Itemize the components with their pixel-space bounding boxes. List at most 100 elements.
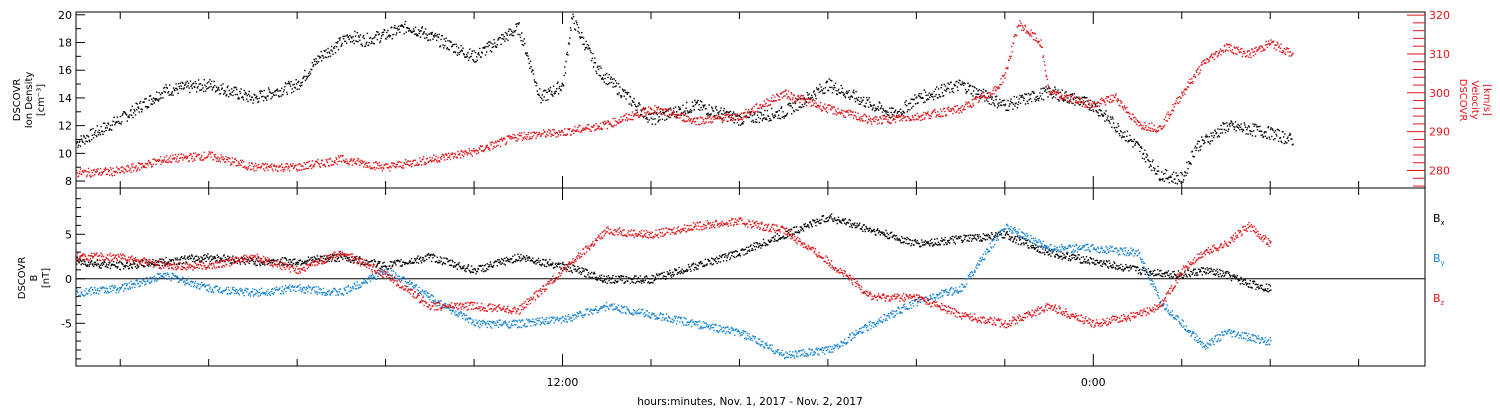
bx-point [136, 264, 138, 267]
bx-point [462, 267, 465, 269]
density-point [1144, 161, 1147, 163]
density-point [911, 107, 913, 109]
density-point [988, 103, 990, 105]
velocity-point [486, 146, 488, 149]
plasma-panel-frame [75, 11, 1426, 189]
velocity-point [606, 121, 608, 124]
velocity-point [145, 167, 147, 169]
bx-point [586, 269, 588, 271]
density-point [84, 143, 86, 145]
velocity-point [947, 106, 950, 108]
density-point [1233, 128, 1235, 130]
bx-point [427, 253, 430, 255]
density-point [332, 53, 334, 55]
velocity-point [1016, 34, 1018, 37]
bx-point [185, 261, 187, 263]
density-point [1127, 141, 1129, 143]
velocity-point [304, 163, 307, 165]
density-point [749, 111, 751, 114]
density-point [989, 96, 992, 98]
velocity-point [526, 138, 528, 141]
velocity-point [302, 165, 304, 168]
velocity-point [1220, 54, 1222, 56]
bx-point [187, 256, 189, 258]
velocity-point [499, 138, 501, 141]
bx-point [497, 259, 499, 261]
density-point [686, 101, 688, 104]
velocity-point [136, 168, 138, 171]
density-point [761, 119, 764, 122]
bx-point [670, 276, 673, 279]
velocity-point [774, 96, 776, 98]
density-point [274, 91, 276, 93]
density-point [96, 125, 98, 127]
velocity-point [168, 157, 170, 159]
density-point [1078, 104, 1080, 106]
bx-point [264, 264, 266, 266]
velocity-point [95, 171, 97, 173]
velocity-point [1159, 125, 1162, 128]
density-point [92, 127, 94, 130]
density-point [1252, 123, 1254, 125]
bx-point [537, 257, 540, 260]
velocity-point [614, 117, 616, 120]
density-point [517, 33, 519, 36]
density-point [1196, 147, 1198, 149]
velocity-point [638, 116, 640, 119]
bx-point [161, 264, 163, 267]
density-point [157, 100, 160, 102]
velocity-point [941, 110, 943, 113]
velocity-point [937, 115, 940, 117]
density-point [431, 33, 433, 35]
bx-point [396, 260, 398, 262]
velocity-point [250, 168, 252, 171]
density-point [1182, 181, 1184, 183]
velocity-point [1154, 128, 1156, 131]
density-point [732, 113, 734, 115]
density-point [1176, 175, 1178, 177]
bx-point [637, 280, 639, 282]
velocity-point [833, 106, 835, 109]
density-point [313, 58, 315, 61]
density-point [1236, 126, 1239, 129]
density-point [1238, 125, 1240, 127]
velocity-point [96, 170, 98, 173]
bx-point [334, 259, 336, 262]
density-point [924, 101, 926, 103]
density-point [801, 104, 804, 106]
bx-point [266, 263, 268, 265]
velocity-point [577, 130, 580, 133]
density-point [394, 24, 396, 27]
density-point [1257, 126, 1260, 128]
velocity-point [1163, 118, 1165, 120]
density-point [1148, 166, 1150, 168]
density-point [1002, 104, 1005, 106]
velocity-point [784, 95, 786, 97]
density-point [397, 29, 399, 31]
density-point [1270, 127, 1272, 129]
density-point [1182, 179, 1185, 181]
velocity-point [237, 164, 239, 166]
velocity-point [772, 99, 775, 102]
bx-point [292, 262, 295, 265]
velocity-point [895, 116, 897, 118]
velocity-point [356, 159, 358, 162]
density-point [1202, 139, 1204, 141]
bx-point [377, 262, 379, 265]
velocity-point [587, 127, 589, 130]
density-point [243, 89, 245, 92]
density-point [1121, 135, 1124, 137]
velocity-point [419, 157, 421, 159]
bx-point [120, 261, 122, 263]
bx-point [528, 256, 530, 258]
velocity-point [811, 100, 814, 102]
density-point [1219, 128, 1221, 131]
bx-point [336, 260, 338, 263]
velocity-point [111, 175, 113, 177]
density-point [171, 92, 173, 95]
density-point [807, 97, 810, 99]
density-point [936, 86, 938, 88]
density-point [307, 72, 310, 75]
bx-point [346, 259, 348, 262]
bx-point [513, 260, 515, 263]
